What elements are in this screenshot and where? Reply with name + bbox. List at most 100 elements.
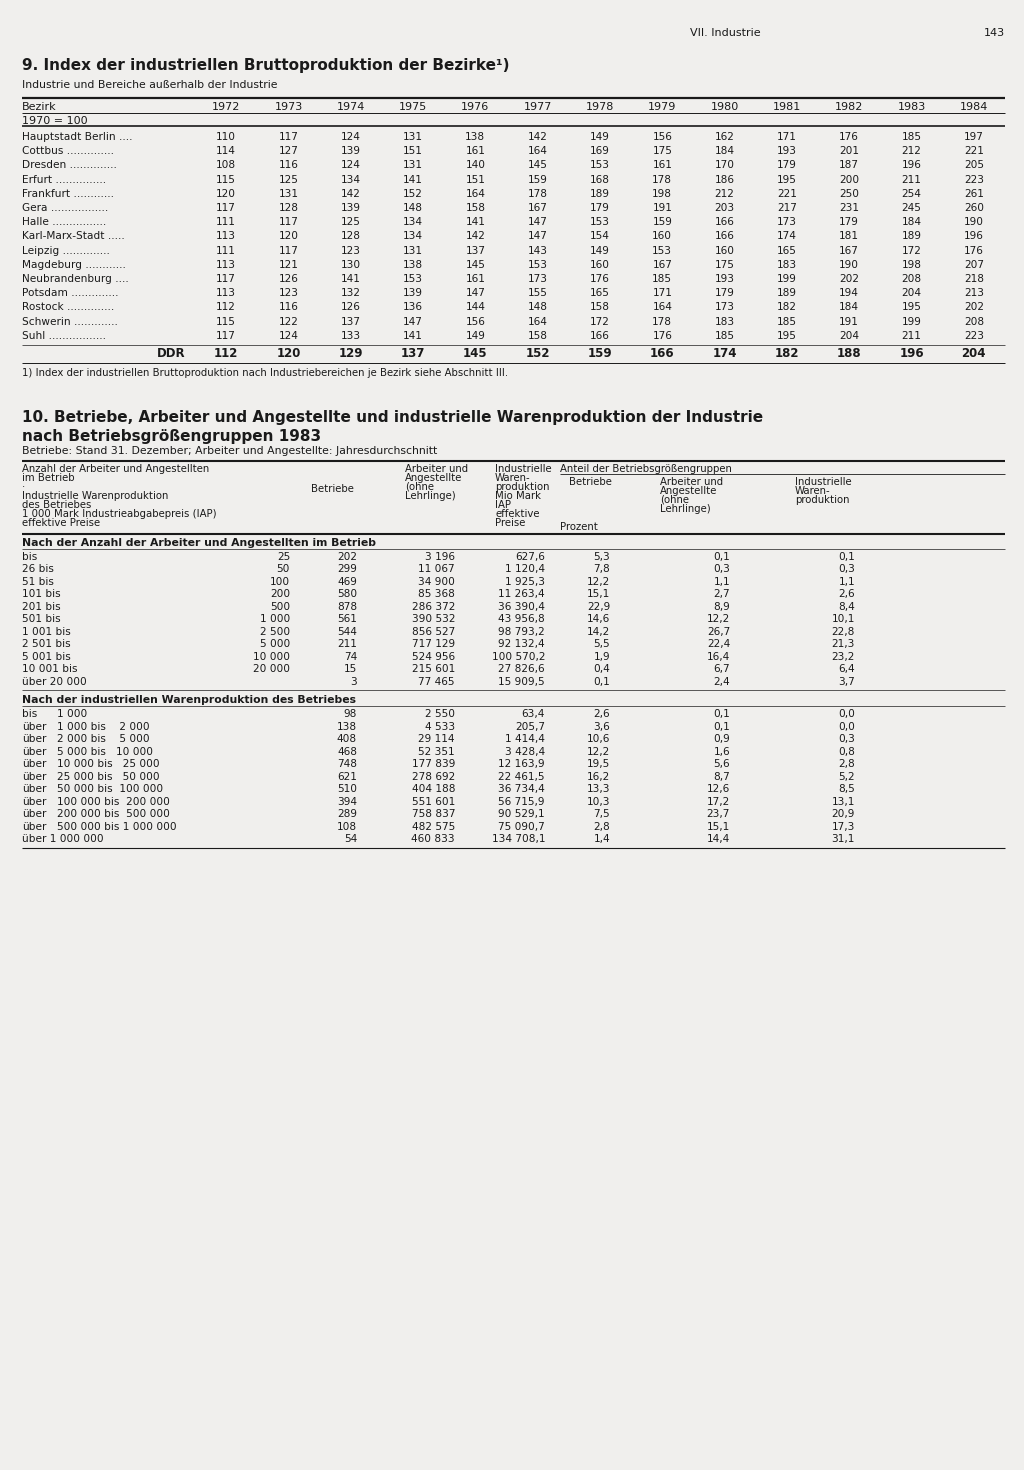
Text: 130: 130 bbox=[341, 260, 360, 270]
Text: 191: 191 bbox=[840, 316, 859, 326]
Text: 116: 116 bbox=[279, 160, 298, 171]
Text: 27 826,6: 27 826,6 bbox=[499, 664, 545, 675]
Text: 23,2: 23,2 bbox=[831, 653, 855, 662]
Text: 54: 54 bbox=[344, 835, 357, 844]
Text: 36 390,4: 36 390,4 bbox=[498, 603, 545, 612]
Text: 261: 261 bbox=[964, 188, 984, 198]
Text: 5,3: 5,3 bbox=[593, 553, 610, 562]
Text: 22,4: 22,4 bbox=[707, 639, 730, 650]
Text: 1976: 1976 bbox=[461, 101, 489, 112]
Text: 129: 129 bbox=[339, 347, 364, 360]
Text: 189: 189 bbox=[901, 231, 922, 241]
Text: 22,9: 22,9 bbox=[587, 603, 610, 612]
Text: 169: 169 bbox=[590, 146, 610, 156]
Text: 147: 147 bbox=[403, 316, 423, 326]
Text: 134: 134 bbox=[403, 218, 423, 228]
Text: Lehrlinge): Lehrlinge) bbox=[660, 504, 711, 514]
Text: 185: 185 bbox=[901, 132, 922, 143]
Text: 134: 134 bbox=[341, 175, 360, 185]
Text: 1 000 Mark Industrieabgabepreis (IAP): 1 000 Mark Industrieabgabepreis (IAP) bbox=[22, 509, 217, 519]
Text: 142: 142 bbox=[527, 132, 548, 143]
Text: 50 000 bis  100 000: 50 000 bis 100 000 bbox=[57, 785, 163, 794]
Text: 114: 114 bbox=[216, 146, 237, 156]
Text: 201: 201 bbox=[840, 146, 859, 156]
Text: 139: 139 bbox=[341, 146, 360, 156]
Text: 195: 195 bbox=[777, 175, 797, 185]
Text: 2,6: 2,6 bbox=[593, 710, 610, 719]
Text: 17,3: 17,3 bbox=[831, 822, 855, 832]
Text: Betriebe: Betriebe bbox=[310, 484, 353, 494]
Text: 120: 120 bbox=[279, 231, 298, 241]
Text: 2 000 bis    5 000: 2 000 bis 5 000 bbox=[57, 735, 150, 744]
Text: 0,1: 0,1 bbox=[714, 710, 730, 719]
Text: 145: 145 bbox=[463, 347, 487, 360]
Text: 205,7: 205,7 bbox=[515, 722, 545, 732]
Text: 204: 204 bbox=[840, 331, 859, 341]
Text: 36 734,4: 36 734,4 bbox=[499, 785, 545, 794]
Text: 187: 187 bbox=[840, 160, 859, 171]
Text: 177 839: 177 839 bbox=[412, 760, 455, 769]
Text: 3,6: 3,6 bbox=[593, 722, 610, 732]
Text: 188: 188 bbox=[837, 347, 861, 360]
Text: 215 601: 215 601 bbox=[412, 664, 455, 675]
Text: 167: 167 bbox=[527, 203, 548, 213]
Text: 178: 178 bbox=[652, 175, 673, 185]
Text: effektive Preise: effektive Preise bbox=[22, 517, 100, 528]
Text: über: über bbox=[22, 735, 46, 744]
Text: 3,7: 3,7 bbox=[839, 678, 855, 686]
Text: 159: 159 bbox=[588, 347, 612, 360]
Text: 191: 191 bbox=[652, 203, 672, 213]
Text: 164: 164 bbox=[652, 303, 672, 313]
Text: 14,4: 14,4 bbox=[707, 835, 730, 844]
Text: 1982: 1982 bbox=[835, 101, 863, 112]
Text: Waren-: Waren- bbox=[795, 487, 830, 495]
Text: IAP: IAP bbox=[495, 500, 511, 510]
Text: über: über bbox=[22, 760, 46, 769]
Text: 6,4: 6,4 bbox=[839, 664, 855, 675]
Text: 164: 164 bbox=[527, 146, 548, 156]
Text: 5,6: 5,6 bbox=[714, 760, 730, 769]
Text: 134: 134 bbox=[403, 231, 423, 241]
Text: 14,6: 14,6 bbox=[587, 614, 610, 625]
Text: 9. Index der industriellen Bruttoproduktion der Bezirke¹): 9. Index der industriellen Bruttoprodukt… bbox=[22, 57, 510, 74]
Text: 179: 179 bbox=[715, 288, 734, 298]
Text: 561: 561 bbox=[337, 614, 357, 625]
Text: 208: 208 bbox=[964, 316, 984, 326]
Text: 161: 161 bbox=[466, 273, 485, 284]
Text: 147: 147 bbox=[527, 218, 548, 228]
Text: 0,1: 0,1 bbox=[839, 553, 855, 562]
Text: 211: 211 bbox=[901, 331, 922, 341]
Text: 167: 167 bbox=[652, 260, 672, 270]
Text: 221: 221 bbox=[964, 146, 984, 156]
Text: 20 000: 20 000 bbox=[253, 664, 290, 675]
Text: bis: bis bbox=[22, 710, 37, 719]
Text: 162: 162 bbox=[715, 132, 734, 143]
Text: 1 000: 1 000 bbox=[260, 614, 290, 625]
Text: 51 bis: 51 bis bbox=[22, 578, 54, 587]
Text: 200: 200 bbox=[270, 589, 290, 600]
Text: 186: 186 bbox=[715, 175, 734, 185]
Text: 100: 100 bbox=[270, 578, 290, 587]
Text: 152: 152 bbox=[525, 347, 550, 360]
Text: 138: 138 bbox=[465, 132, 485, 143]
Text: 1983: 1983 bbox=[897, 101, 926, 112]
Text: 12,2: 12,2 bbox=[587, 578, 610, 587]
Text: 124: 124 bbox=[341, 160, 360, 171]
Text: 168: 168 bbox=[590, 175, 610, 185]
Text: über: über bbox=[22, 822, 46, 832]
Text: über: über bbox=[22, 797, 46, 807]
Text: 77 465: 77 465 bbox=[419, 678, 455, 686]
Text: 149: 149 bbox=[466, 331, 485, 341]
Text: 112: 112 bbox=[214, 347, 239, 360]
Text: 185: 185 bbox=[652, 273, 673, 284]
Text: 194: 194 bbox=[840, 288, 859, 298]
Text: 184: 184 bbox=[901, 218, 922, 228]
Text: 748: 748 bbox=[337, 760, 357, 769]
Text: 1970 = 100: 1970 = 100 bbox=[22, 116, 88, 126]
Text: 2 500: 2 500 bbox=[260, 628, 290, 637]
Text: 195: 195 bbox=[777, 331, 797, 341]
Text: 196: 196 bbox=[899, 347, 924, 360]
Text: 176: 176 bbox=[964, 245, 984, 256]
Text: über: über bbox=[22, 810, 46, 819]
Text: 126: 126 bbox=[341, 303, 360, 313]
